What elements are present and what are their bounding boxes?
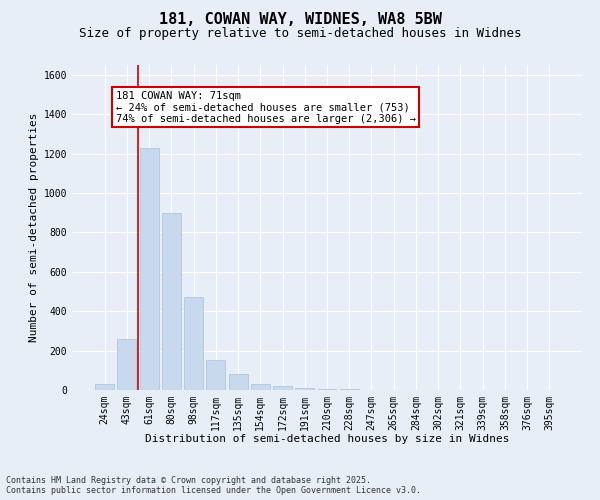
- Bar: [118, 339, 136, 390]
- Bar: [295, 388, 314, 390]
- Text: Size of property relative to semi-detached houses in Widnes: Size of property relative to semi-detach…: [79, 28, 521, 40]
- Bar: [251, 384, 270, 390]
- Bar: [317, 389, 337, 390]
- Text: 181, COWAN WAY, WIDNES, WA8 5BW: 181, COWAN WAY, WIDNES, WA8 5BW: [158, 12, 442, 28]
- Y-axis label: Number of semi-detached properties: Number of semi-detached properties: [29, 113, 40, 342]
- Bar: [184, 298, 203, 390]
- Bar: [229, 374, 248, 390]
- Bar: [140, 148, 158, 390]
- Bar: [206, 360, 225, 390]
- Bar: [162, 212, 181, 390]
- Text: Contains HM Land Registry data © Crown copyright and database right 2025.
Contai: Contains HM Land Registry data © Crown c…: [6, 476, 421, 495]
- Text: 181 COWAN WAY: 71sqm
← 24% of semi-detached houses are smaller (753)
74% of semi: 181 COWAN WAY: 71sqm ← 24% of semi-detac…: [116, 90, 416, 124]
- X-axis label: Distribution of semi-detached houses by size in Widnes: Distribution of semi-detached houses by …: [145, 434, 509, 444]
- Bar: [273, 386, 292, 390]
- Bar: [95, 384, 114, 390]
